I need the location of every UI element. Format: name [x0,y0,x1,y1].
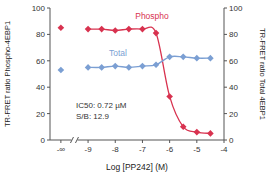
x-tick-label: -6 [166,145,174,154]
data-point [139,63,146,70]
y-tick [47,60,50,61]
y-tick-label: 0 [41,136,46,145]
data-point [58,67,65,74]
data-point [58,25,65,32]
data-point [98,26,105,33]
data-point [166,54,173,61]
y2-axis-title: TR-FRET ratio Total 4EBP1 [258,28,267,120]
x-tick-label: -9 [85,145,93,154]
x-axis-title: Log [PP242] (M) [106,162,168,172]
y2-tick [224,60,227,61]
y-tick-label: 100 [32,4,46,13]
y2-axis [224,8,225,140]
x-tick [60,140,61,143]
x-tick [115,140,116,143]
x-tick-label: -8 [112,145,120,154]
data-point [207,130,214,137]
y-tick [47,113,50,114]
y2-tick-label: 100 [229,4,243,13]
plot-area [58,25,214,137]
y2-tick-label: 60 [229,57,238,66]
x-tick [224,140,225,143]
x-tick-label: -∞ [57,145,66,154]
data-point [166,93,173,100]
y-tick-label: 80 [36,30,45,39]
y2-tick [224,113,227,114]
annotation: IC50: 0.72 µM [76,101,127,110]
y2-tick-label: 20 [229,110,238,119]
y-tick [47,8,50,9]
data-point [85,26,92,33]
y-tick [47,34,50,35]
data-point [112,63,119,70]
x-tick-label: -7 [139,145,147,154]
y-tick-label: 60 [36,57,45,66]
data-point [207,55,214,62]
data-point [180,54,187,61]
data-point [153,30,160,37]
fit-line [88,56,210,67]
y2-tick-label: 40 [229,83,238,92]
axis-break [75,137,78,143]
y2-tick [224,8,227,9]
x-tick [196,140,197,143]
y2-tick-label: 0 [229,136,234,145]
axis-break-gap [71,137,77,143]
y-tick [47,140,50,141]
data-point [126,26,133,33]
legend-label: Phospho [135,11,169,21]
data-point [153,61,160,68]
data-point [194,55,201,62]
data-point [126,64,133,71]
data-point [194,129,201,136]
y2-tick [224,87,227,88]
data-point [85,64,92,71]
y-axis [50,8,51,140]
y-tick-label: 20 [36,110,45,119]
legend-label: Total [109,48,127,58]
y-axis-title: TR-FRET ratio Phospho-4EBP1 [3,21,12,127]
annotation: S/B: 12.9 [76,112,109,121]
y2-tick-label: 80 [229,30,238,39]
data-point [112,27,119,34]
data-point [139,26,146,33]
data-point [180,124,187,131]
y-tick [47,87,50,88]
y2-tick [224,34,227,35]
x-tick-label: -5 [193,145,201,154]
axis-break [70,137,73,143]
data-point [98,64,105,71]
x-tick [142,140,143,143]
y-tick-label: 40 [36,83,45,92]
x-tick [169,140,170,143]
x-tick [88,140,89,143]
x-tick-label: -4 [220,145,228,154]
